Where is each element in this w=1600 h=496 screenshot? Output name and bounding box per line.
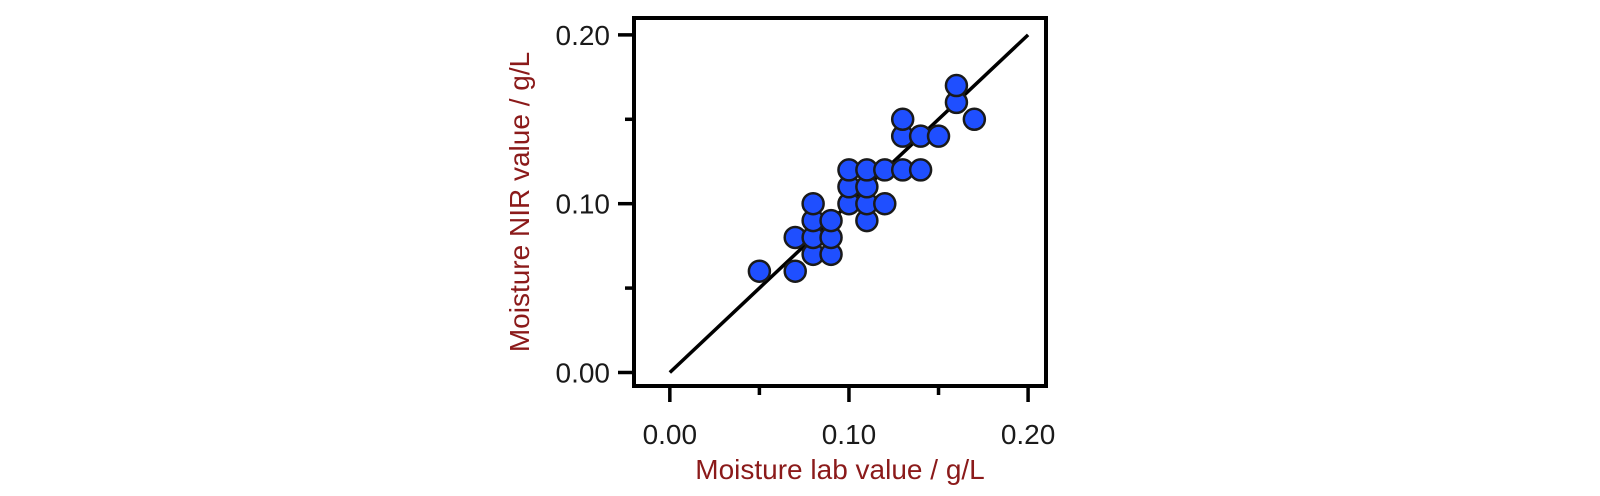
data-point <box>783 259 807 283</box>
data-point <box>926 124 951 148</box>
x-axis-title: Moisture lab value / g/L <box>695 454 985 485</box>
axis-ticks <box>618 33 1030 402</box>
data-point <box>819 208 843 233</box>
data-points <box>747 73 987 283</box>
data-point <box>962 107 987 132</box>
data-point <box>747 259 772 283</box>
x-tick-label: 0.10 <box>822 419 877 450</box>
y-tick-label: 0.10 <box>556 189 611 220</box>
data-point <box>873 191 897 216</box>
x-tick-label: 0.00 <box>643 419 698 450</box>
y-axis-title: Moisture NIR value / g/L <box>504 52 535 352</box>
x-tick-label: 0.20 <box>1001 419 1056 450</box>
data-point <box>908 158 933 182</box>
data-point <box>944 73 969 98</box>
data-point <box>890 107 915 132</box>
data-point <box>801 191 825 216</box>
y-tick-label: 0.00 <box>556 357 611 388</box>
tick-labels: 0.00 0.10 0.20 0.00 0.10 0.20 <box>556 20 1056 450</box>
y-tick-label: 0.20 <box>556 20 611 51</box>
